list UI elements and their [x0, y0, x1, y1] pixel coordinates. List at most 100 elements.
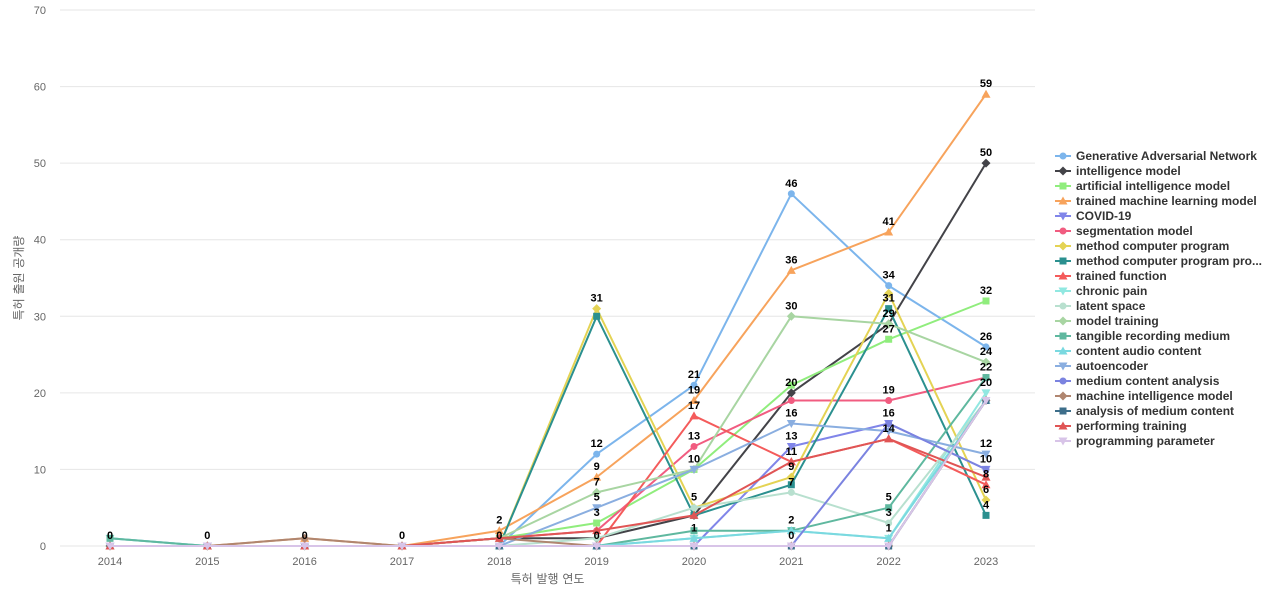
- data-point[interactable]: [981, 158, 991, 168]
- data-point[interactable]: [786, 388, 796, 398]
- legend-item[interactable]: analysis of medium content: [1055, 404, 1234, 418]
- data-point[interactable]: [981, 450, 991, 459]
- data-point[interactable]: [494, 533, 504, 542]
- data-point[interactable]: [981, 357, 991, 367]
- data-point[interactable]: [690, 381, 698, 389]
- series-line[interactable]: [109, 376, 987, 547]
- data-point[interactable]: [690, 527, 698, 535]
- data-point[interactable]: [592, 526, 602, 535]
- data-point[interactable]: [689, 465, 699, 474]
- data-point[interactable]: [884, 227, 894, 236]
- data-point[interactable]: [592, 487, 602, 497]
- data-point[interactable]: [982, 465, 990, 473]
- data-point[interactable]: [786, 542, 796, 551]
- legend-item[interactable]: content audio content: [1055, 344, 1201, 358]
- data-point[interactable]: [689, 396, 699, 405]
- data-point[interactable]: [982, 511, 990, 519]
- data-point[interactable]: [786, 419, 796, 428]
- series-line[interactable]: [110, 399, 987, 547]
- data-point[interactable]: [592, 504, 602, 513]
- series-line[interactable]: [110, 300, 987, 547]
- data-point[interactable]: [884, 434, 894, 443]
- data-point[interactable]: [689, 411, 699, 420]
- legend-item[interactable]: intelligence model: [1055, 164, 1181, 178]
- legend-item[interactable]: trained machine learning model: [1055, 194, 1257, 208]
- data-point[interactable]: [884, 542, 894, 551]
- data-point[interactable]: [593, 312, 601, 320]
- data-point[interactable]: [689, 533, 699, 542]
- data-point[interactable]: [981, 495, 991, 505]
- data-point[interactable]: [300, 542, 310, 551]
- data-point[interactable]: [593, 450, 601, 458]
- data-point[interactable]: [884, 288, 894, 298]
- legend-item[interactable]: Generative Adversarial Network: [1055, 149, 1257, 163]
- legend-item[interactable]: method computer program pro...: [1055, 254, 1262, 268]
- series-line[interactable]: [110, 399, 987, 547]
- data-point[interactable]: [786, 457, 796, 466]
- data-point[interactable]: [884, 533, 894, 542]
- data-point[interactable]: [885, 335, 893, 343]
- data-point[interactable]: [786, 526, 796, 535]
- legend-item[interactable]: method computer program: [1055, 239, 1229, 253]
- data-point[interactable]: [593, 534, 601, 542]
- data-point[interactable]: [494, 526, 504, 535]
- legend-item[interactable]: tangible recording medium: [1055, 329, 1230, 343]
- legend-item[interactable]: machine intelligence model: [1055, 389, 1233, 403]
- data-point[interactable]: [689, 542, 699, 551]
- legend-item[interactable]: latent space: [1055, 299, 1146, 313]
- data-point[interactable]: [982, 297, 990, 305]
- series-line[interactable]: [110, 399, 987, 547]
- series-line[interactable]: [110, 292, 987, 547]
- data-point[interactable]: [593, 519, 601, 527]
- data-point[interactable]: [592, 542, 602, 551]
- legend-item[interactable]: medium content analysis: [1055, 374, 1220, 388]
- legend-item[interactable]: COVID-19: [1055, 209, 1132, 223]
- series-line[interactable]: [110, 376, 987, 547]
- series-line[interactable]: [110, 422, 987, 547]
- data-point[interactable]: [885, 282, 893, 290]
- data-point[interactable]: [787, 488, 795, 496]
- data-point[interactable]: [982, 343, 990, 351]
- data-point[interactable]: [981, 389, 991, 398]
- data-point[interactable]: [885, 504, 893, 512]
- data-point[interactable]: [885, 305, 893, 313]
- data-point[interactable]: [592, 304, 602, 314]
- data-point[interactable]: [981, 89, 991, 98]
- data-point[interactable]: [105, 542, 115, 551]
- legend-item[interactable]: trained function: [1055, 269, 1167, 283]
- data-point[interactable]: [202, 542, 212, 551]
- legend-item[interactable]: chronic pain: [1055, 284, 1147, 298]
- data-point[interactable]: [786, 265, 796, 274]
- data-point[interactable]: [397, 542, 407, 551]
- data-point[interactable]: [884, 319, 894, 329]
- legend-item[interactable]: programming parameter: [1055, 434, 1215, 448]
- data-point[interactable]: [787, 381, 795, 389]
- series-line[interactable]: [110, 399, 987, 547]
- data-point[interactable]: [885, 519, 893, 527]
- data-point[interactable]: [106, 534, 114, 542]
- legend-item[interactable]: model training: [1055, 314, 1159, 328]
- data-point[interactable]: [494, 542, 504, 551]
- data-point[interactable]: [690, 442, 698, 450]
- data-point[interactable]: [982, 374, 990, 382]
- data-point[interactable]: [884, 427, 894, 436]
- series-line[interactable]: [110, 399, 987, 547]
- legend-item[interactable]: autoencoder: [1055, 359, 1148, 373]
- data-point[interactable]: [787, 190, 795, 198]
- legend-item[interactable]: segmentation model: [1055, 224, 1193, 238]
- data-point[interactable]: [787, 397, 795, 405]
- data-point[interactable]: [981, 472, 991, 481]
- data-point[interactable]: [592, 472, 602, 481]
- data-point[interactable]: [690, 504, 698, 512]
- data-point[interactable]: [981, 480, 991, 489]
- legend-item[interactable]: artificial intelligence model: [1055, 179, 1230, 193]
- data-point[interactable]: [885, 397, 893, 405]
- data-point[interactable]: [786, 442, 796, 451]
- data-point[interactable]: [300, 533, 310, 543]
- data-point[interactable]: [786, 311, 796, 321]
- data-point[interactable]: [787, 481, 795, 489]
- series-line[interactable]: [110, 93, 987, 547]
- data-point[interactable]: [689, 510, 699, 519]
- data-point[interactable]: [981, 397, 991, 406]
- legend-item[interactable]: performing training: [1055, 419, 1187, 433]
